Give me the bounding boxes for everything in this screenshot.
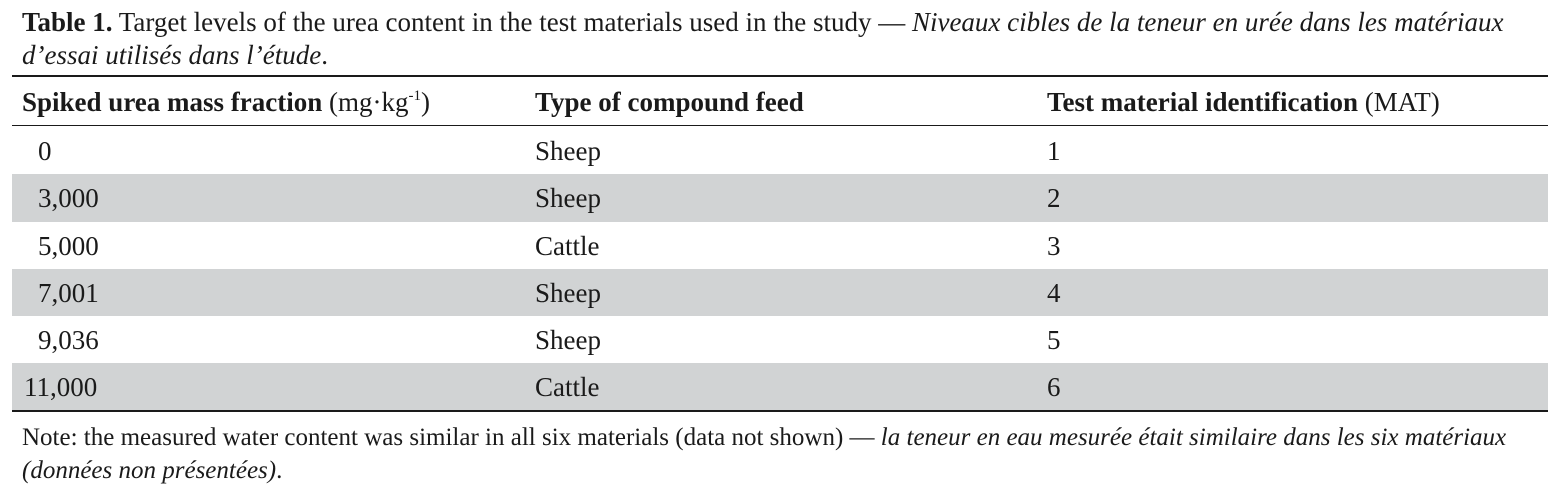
cell-fraction: 9,036 bbox=[38, 325, 99, 356]
table-row: 11,000 Cattle 6 bbox=[12, 363, 1548, 411]
header-test-material: Test material identification (MAT) bbox=[1047, 87, 1440, 117]
cell-mat: 1 bbox=[1047, 136, 1061, 166]
caption-end: . bbox=[321, 40, 328, 70]
cell-fraction: 5,000 bbox=[38, 230, 99, 261]
table-row: 3,000 Sheep 2 bbox=[12, 174, 1548, 222]
cell-fraction: 7,001 bbox=[38, 277, 99, 308]
table-caption: Table 1. Target levels of the urea conte… bbox=[22, 6, 1532, 72]
cell-feed: Sheep bbox=[535, 136, 601, 166]
table-body: 0 Sheep 1 3,000 Sheep 2 5,000 Cattle 3 7… bbox=[12, 127, 1548, 411]
note-text-en: Note: the measured water content was sim… bbox=[22, 424, 881, 451]
cell-mat: 3 bbox=[1047, 230, 1061, 261]
cell-feed: Sheep bbox=[535, 183, 601, 214]
note-text-fr: la teneur en eau mesurée était similaire… bbox=[22, 424, 1507, 484]
cell-feed: Cattle bbox=[535, 230, 600, 261]
table-row: 9,036 Sheep 5 bbox=[12, 316, 1548, 363]
top-rule bbox=[12, 75, 1548, 77]
header-rule bbox=[12, 125, 1548, 126]
cell-fraction: 11,000 bbox=[24, 372, 98, 403]
cell-mat: 2 bbox=[1047, 183, 1061, 214]
cell-fraction: 0 bbox=[38, 136, 52, 166]
cell-feed: Sheep bbox=[535, 325, 601, 356]
cell-mat: 4 bbox=[1047, 277, 1061, 308]
cell-fraction: 3,000 bbox=[38, 183, 99, 214]
table-note: Note: the measured water content was sim… bbox=[22, 421, 1532, 487]
header-feed-type: Type of compound feed bbox=[535, 87, 804, 117]
cell-feed: Sheep bbox=[535, 277, 601, 308]
header-spiked-fraction: Spiked urea mass fraction (mg·kg-1) bbox=[22, 87, 431, 117]
bottom-rule bbox=[12, 410, 1548, 412]
cell-mat: 6 bbox=[1047, 372, 1061, 403]
caption-label: Table 1. bbox=[22, 7, 113, 37]
table-row: 5,000 Cattle 3 bbox=[12, 222, 1548, 269]
note-end: . bbox=[276, 457, 283, 484]
table-row: 0 Sheep 1 bbox=[12, 127, 1548, 174]
table-row: 7,001 Sheep 4 bbox=[12, 268, 1548, 317]
caption-text-fr: Niveaux cibles de la teneur en urée dans… bbox=[22, 7, 1504, 70]
cell-mat: 5 bbox=[1047, 325, 1061, 356]
caption-text-en: Target levels of the urea content in the… bbox=[112, 7, 912, 37]
cell-feed: Cattle bbox=[535, 372, 600, 403]
